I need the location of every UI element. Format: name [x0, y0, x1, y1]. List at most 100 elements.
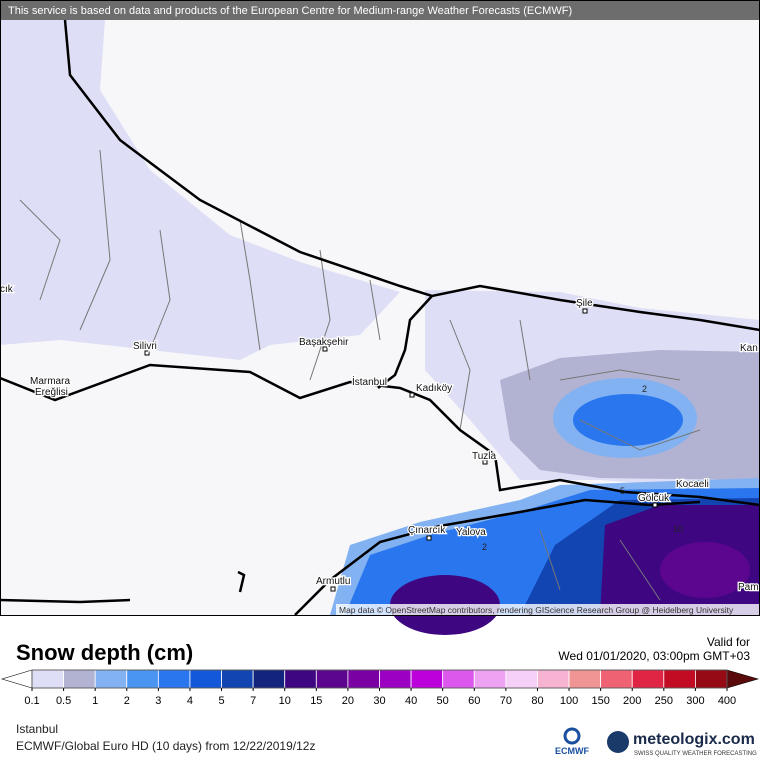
legend-tick-label: 200 [623, 695, 641, 707]
legend-swatch [568, 669, 602, 689]
place-label: Kocaeli [676, 479, 709, 490]
snow-area [0, 20, 80, 110]
legend-under [0, 669, 33, 689]
snow-area [660, 542, 750, 598]
valid-label: Valid for [707, 635, 750, 649]
coastline [0, 598, 131, 604]
place-label: Gölcük [638, 493, 670, 504]
place-label: Silivri [133, 341, 157, 352]
marker [322, 346, 328, 352]
marker [652, 502, 658, 508]
place-label: Çınarcık [408, 525, 446, 536]
legend-swatch [473, 669, 507, 689]
legend-swatch [347, 669, 380, 689]
place-label: Marmara [30, 376, 70, 387]
tagline: SWISS QUALITY WEATHER FORECASTING [634, 751, 757, 757]
marker [582, 308, 588, 314]
coastline [63, 19, 760, 332]
place-label: İstanbul [352, 375, 387, 388]
valid-date: Wed 01/01/2020, 03:00pm GMT+03 [558, 649, 750, 663]
legend-tick-label: 7 [250, 695, 256, 707]
legend-tick-label: 40 [405, 695, 417, 707]
legend-swatch [31, 669, 64, 689]
banner: This service is based on data and produc… [8, 5, 572, 17]
legend-swatch [600, 669, 633, 689]
legend-over [726, 669, 760, 689]
marker [426, 535, 432, 541]
legend-swatch [695, 669, 728, 689]
contour-label: 2 [642, 384, 647, 394]
legend-swatch [221, 669, 254, 689]
snow-area [573, 394, 683, 446]
legend-tick-label: 400 [718, 695, 736, 707]
legend-tick-label: 80 [531, 695, 543, 707]
district-border [19, 149, 701, 601]
legend-title: Snow depth (cm) [16, 640, 193, 665]
legend-swatch [631, 669, 665, 689]
legend-tick-label: 5 [218, 695, 224, 707]
place-label: Yalova [456, 527, 486, 538]
legend-tick-label: 0.1 [24, 695, 39, 707]
legend-tick-label: 300 [686, 695, 704, 707]
place-label: Kadıköy [416, 383, 452, 394]
ecmwf-text: ECMWF [555, 746, 589, 756]
legend-swatch [284, 669, 317, 689]
marker [482, 459, 488, 465]
legend-tick-label: 250 [655, 695, 673, 707]
place-label: Pam [738, 582, 759, 593]
legend-swatch [442, 669, 475, 689]
place-label: Tuzla [472, 451, 497, 462]
contour-label: 5 [620, 486, 625, 496]
legend-tick-label: 2 [124, 695, 130, 707]
legend-swatch [126, 669, 159, 689]
place-label: cık [0, 284, 14, 295]
contour-label: 2 [482, 542, 487, 552]
place-label: Kan [740, 343, 758, 354]
legend-swatch [315, 669, 349, 689]
ecmwf-logo [563, 727, 581, 745]
place-label: Başakşehir [299, 337, 349, 348]
legend-tick-label: 100 [560, 695, 578, 707]
legend-swatch [379, 669, 412, 689]
legend-tick-label: 150 [591, 695, 609, 707]
place-markers [49, 308, 658, 592]
legend-swatch [189, 669, 222, 689]
footer-location: Istanbul [16, 722, 58, 736]
banner-bg [0, 0, 760, 20]
coastline [0, 363, 760, 507]
marker [330, 586, 336, 592]
brand-logo [607, 731, 629, 753]
coastline [377, 295, 433, 389]
map: This service is based on data and produc… [0, 0, 760, 635]
footer-model: ECMWF/Global Euro HD (10 days) from 12/2… [16, 739, 315, 753]
legend-swatch [663, 669, 696, 689]
place-label: Ereğlisi [35, 387, 68, 398]
legend-tick-label: 70 [500, 695, 512, 707]
attribution-bg [336, 604, 760, 615]
legend-tick-label: 0.5 [56, 695, 71, 707]
legend-tick-label: 4 [187, 695, 193, 707]
legend-swatch [537, 669, 570, 689]
legend-tick-label: 60 [468, 695, 480, 707]
marker [49, 393, 55, 399]
legend-tick-label: 1 [92, 695, 98, 707]
legend-swatch [505, 669, 538, 689]
brand: meteologix.com [633, 731, 755, 748]
place-label: Şile [576, 298, 593, 309]
legend-swatch [63, 669, 96, 689]
attribution: Map data © OpenStreetMap contributors, r… [339, 605, 734, 615]
legend-tick-label: 50 [437, 695, 449, 707]
legend-tick-label: 30 [373, 695, 385, 707]
legend-tick-label: 10 [279, 695, 291, 707]
marker [144, 350, 150, 356]
contour-label: 10 [673, 524, 683, 534]
marker [409, 392, 415, 398]
legend-swatch [410, 669, 444, 689]
legend-tick-label: 20 [342, 695, 354, 707]
snow-area [0, 20, 400, 360]
legend-swatch [252, 669, 286, 689]
legend-swatch [94, 669, 128, 689]
legend-tick-label: 3 [155, 695, 161, 707]
